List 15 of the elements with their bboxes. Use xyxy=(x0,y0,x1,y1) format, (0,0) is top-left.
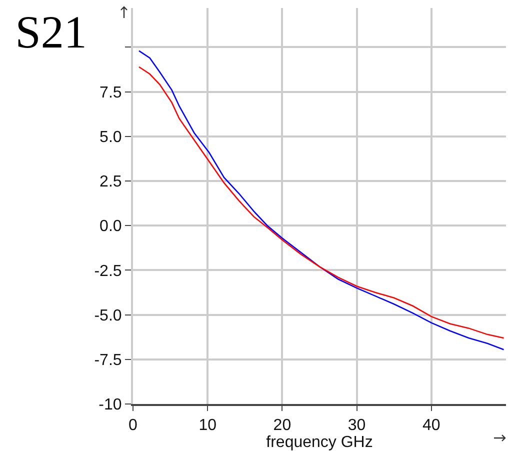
y-tick-label: 0.0 xyxy=(100,218,122,236)
x-tick-label: 10 xyxy=(198,417,217,434)
chart-title: S21 xyxy=(15,6,87,58)
x-axis-title: frequency GHz xyxy=(266,434,373,451)
y-tick-label: 5.0 xyxy=(100,129,122,146)
x-tick-label: 0 xyxy=(128,417,138,434)
y-tick-label: -7.5 xyxy=(94,352,122,370)
x-tick-label: 30 xyxy=(348,417,366,434)
x-tick-label: 40 xyxy=(422,417,440,434)
y-tick-label: 7.5 xyxy=(100,84,122,102)
y-tick-label: -2.5 xyxy=(94,262,122,280)
y-tick-label: -5.0 xyxy=(94,307,122,324)
y-tick-label: 2.5 xyxy=(100,174,122,191)
x-tick-label: 20 xyxy=(273,417,292,434)
y-tick-label: -10 xyxy=(98,396,122,414)
